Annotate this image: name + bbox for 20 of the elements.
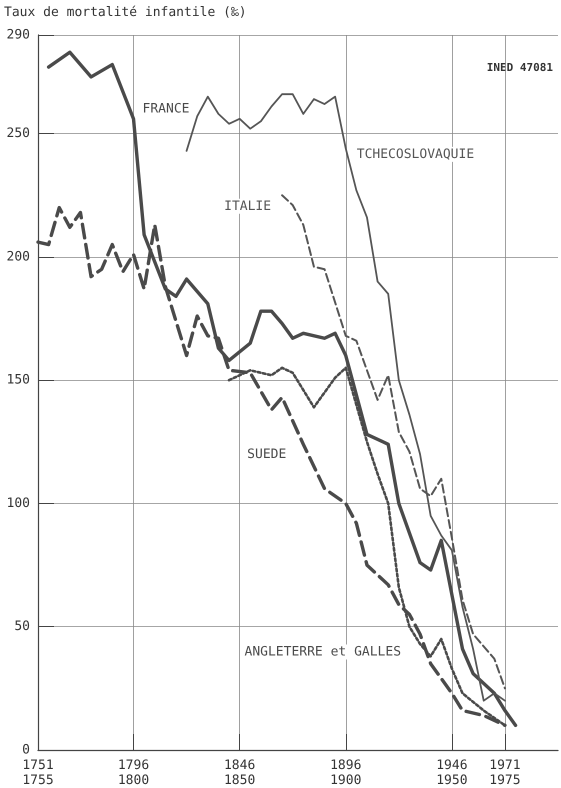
y-tick-label: 150	[6, 372, 30, 388]
series-label: ITALIE	[224, 198, 272, 214]
annotation: INED 47081	[486, 61, 554, 74]
series-label: FRANCE	[142, 101, 190, 116]
y-tick-label: 0	[22, 742, 30, 758]
x-tick-label: 1971 1975	[489, 758, 521, 788]
y-tick-label: 200	[6, 249, 30, 264]
x-tick-label: 1796 1800	[118, 758, 150, 788]
series-label: TCHECOSLOVAQUIE	[356, 146, 474, 162]
series-label: ANGLETERRE et GALLES	[244, 644, 402, 660]
x-tick-label: 1846 1850	[224, 758, 256, 788]
y-tick-label: 100	[6, 496, 30, 511]
x-tick-label: 1751 1755	[22, 758, 54, 788]
y-tick-label: 50	[14, 619, 30, 634]
x-tick-label: 1896 1900	[330, 758, 362, 788]
y-tick-label: 290	[6, 28, 30, 42]
series-label: SUEDE	[247, 446, 286, 462]
y-tick-label: 250	[6, 126, 30, 142]
x-tick-label: 1946 1950	[436, 758, 468, 788]
y-axis-title: Taux de mortalité infantile (‰)	[4, 5, 247, 20]
